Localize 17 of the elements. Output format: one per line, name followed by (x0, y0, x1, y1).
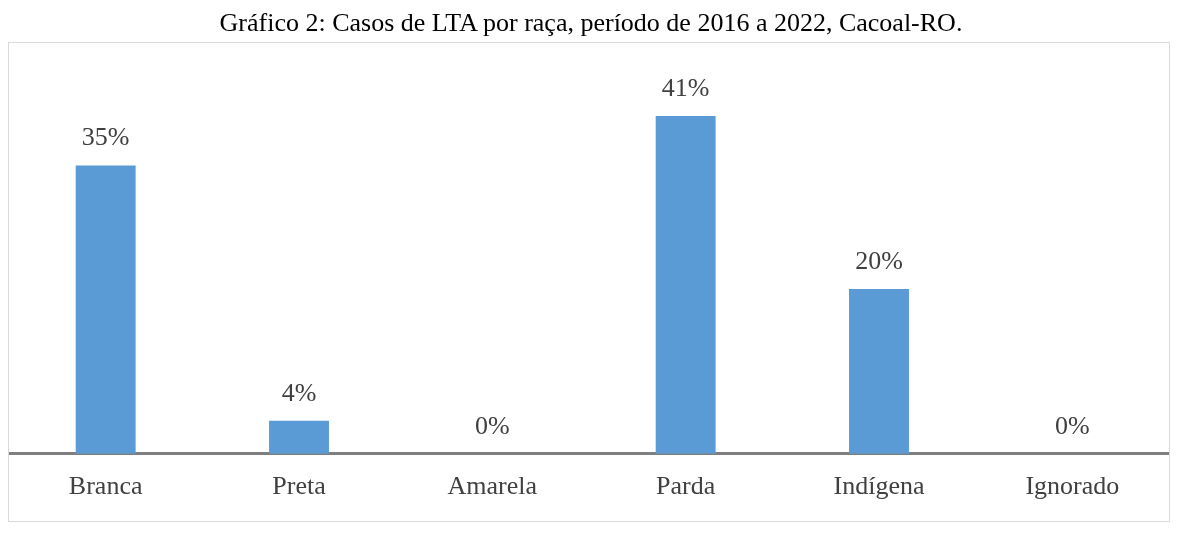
data-label: 4% (281, 377, 317, 407)
bar (655, 115, 716, 454)
data-label: 41% (661, 72, 710, 102)
bar (269, 420, 329, 454)
x-tick-label: Indígena (833, 471, 925, 501)
x-tick-label: Preta (272, 471, 327, 501)
data-label: 0% (475, 410, 510, 440)
x-tick-label: Amarela (447, 471, 538, 501)
data-label: 0% (1055, 410, 1090, 440)
x-tick-label: Parda (656, 471, 716, 501)
x-tick-label: Ignorado (1025, 471, 1120, 501)
bar (75, 165, 136, 454)
chart-title: Gráfico 2: Casos de LTA por raça, período de 2016 a 2022, Cacoal-RO. (218, 8, 964, 38)
data-label: 35% (81, 122, 130, 152)
bar (849, 289, 909, 454)
data-label: 20% (855, 245, 903, 275)
x-tick-label: Branca (68, 471, 143, 501)
